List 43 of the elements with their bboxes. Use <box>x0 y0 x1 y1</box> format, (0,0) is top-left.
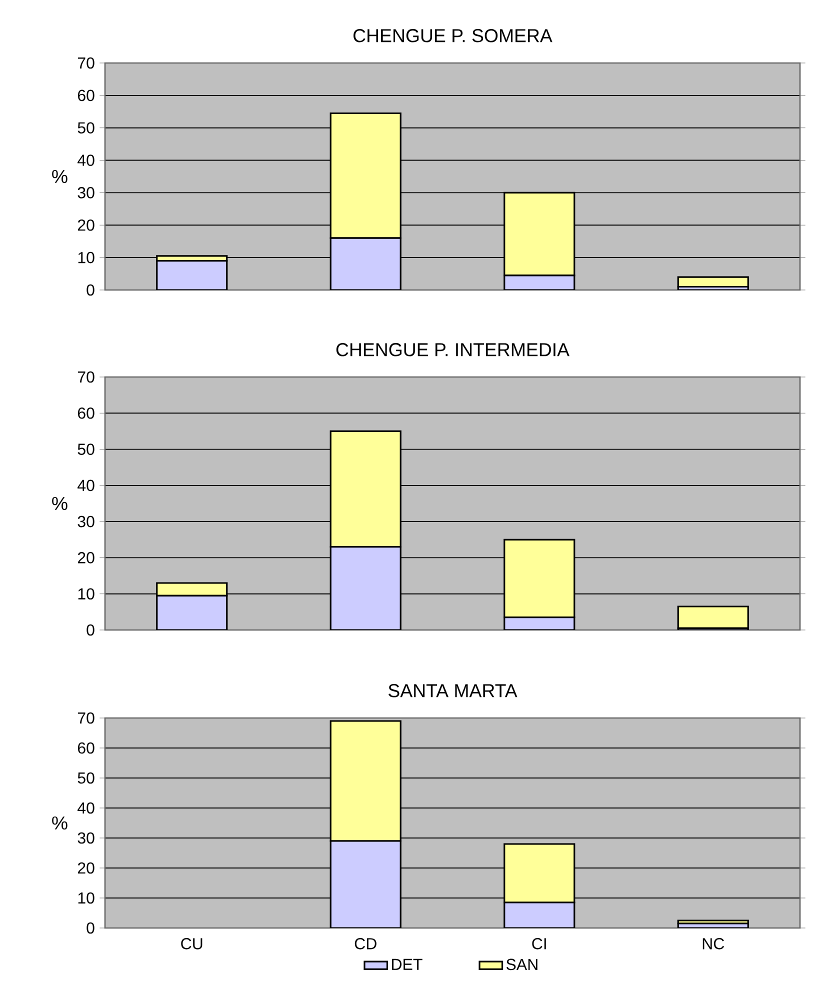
y-tick-label: 50 <box>78 122 94 134</box>
x-tick-label: CD <box>354 938 376 950</box>
y-tick-label: 60 <box>78 407 94 419</box>
y-tick-label: 30 <box>78 187 94 198</box>
y-axis-title: % <box>52 170 68 184</box>
y-axis-title: % <box>52 496 68 510</box>
y-tick-label: 10 <box>78 892 94 904</box>
y-tick-label: 10 <box>78 588 94 600</box>
chart-title: CHENGUE P. INTERMEDIA <box>336 343 570 356</box>
y-tick-label: 70 <box>78 712 94 724</box>
y-tick-label: 30 <box>78 832 94 844</box>
bar <box>504 902 576 928</box>
legend-label: DET <box>392 958 422 970</box>
x-tick-label: CU <box>181 938 202 950</box>
y-tick-label: 20 <box>78 552 94 564</box>
y-tick-label: 30 <box>78 516 94 528</box>
x-tick-label: CI <box>532 938 546 950</box>
y-tick-label: 60 <box>78 90 94 102</box>
y-tick-label: 40 <box>78 480 94 492</box>
legend-label: SAN <box>506 958 538 970</box>
bar <box>504 843 576 904</box>
y-tick-label: 0 <box>86 284 94 296</box>
y-tick-label: 50 <box>78 444 94 455</box>
y-axis-title: % <box>52 816 68 830</box>
x-tick-label: NC <box>702 938 724 950</box>
y-tick-label: 20 <box>78 219 94 231</box>
y-tick-label: 40 <box>78 154 94 166</box>
y-tick-label: 70 <box>78 371 94 383</box>
bar <box>330 237 402 290</box>
y-tick-label: 20 <box>78 862 94 874</box>
bar <box>156 594 228 630</box>
y-tick-label: 0 <box>86 624 94 636</box>
y-tick-label: 60 <box>78 742 94 754</box>
y-tick-label: 10 <box>78 252 94 264</box>
bar <box>330 840 402 928</box>
bar <box>330 546 402 630</box>
bar <box>156 260 228 290</box>
y-tick-label: 0 <box>86 922 94 934</box>
y-tick-label: 70 <box>78 57 94 69</box>
chart-title: SANTA MARTA <box>388 684 518 698</box>
y-tick-label: 50 <box>78 772 94 784</box>
y-tick-label: 40 <box>78 802 94 814</box>
chart-title: CHENGUE P. SOMERA <box>354 29 552 42</box>
